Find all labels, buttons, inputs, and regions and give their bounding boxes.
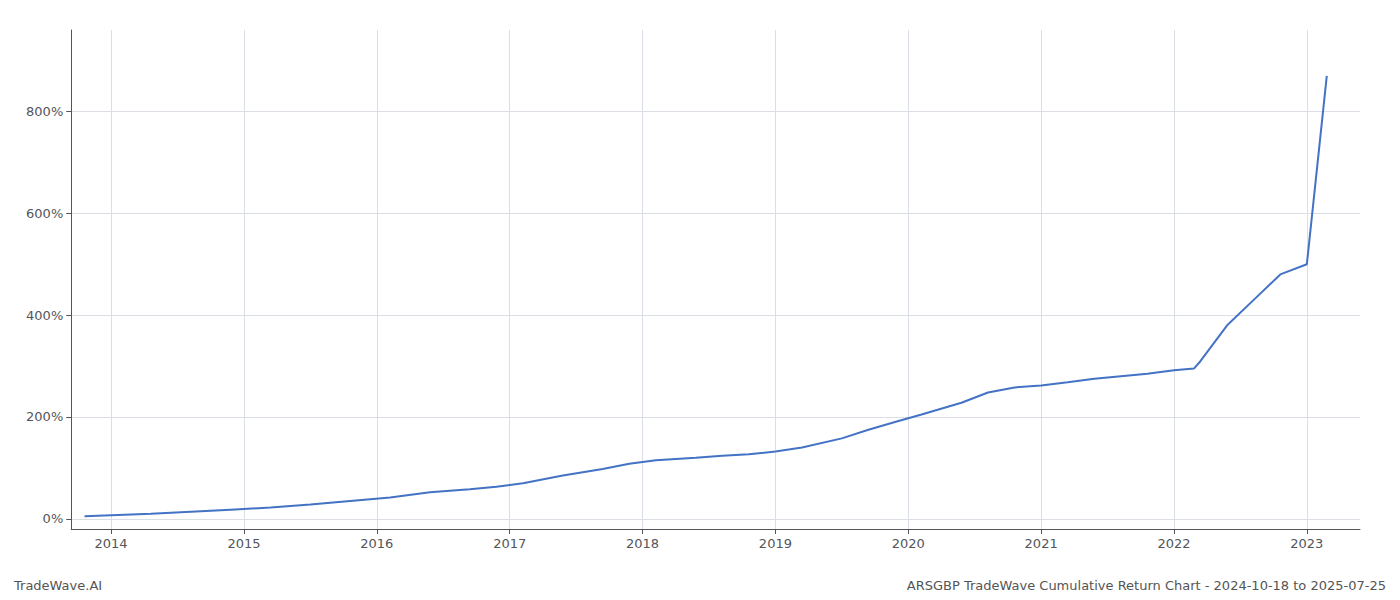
svg-text:800%: 800% (26, 104, 63, 119)
svg-text:600%: 600% (26, 206, 63, 221)
svg-text:400%: 400% (26, 308, 63, 323)
svg-text:200%: 200% (26, 409, 63, 424)
svg-text:2016: 2016 (360, 536, 393, 551)
svg-text:ARSGBP TradeWave Cumulative Re: ARSGBP TradeWave Cumulative Return Chart… (907, 578, 1386, 593)
svg-text:2021: 2021 (1025, 536, 1058, 551)
svg-text:2019: 2019 (759, 536, 792, 551)
svg-text:0%: 0% (43, 511, 64, 526)
svg-text:TradeWave.AI: TradeWave.AI (13, 578, 102, 593)
svg-text:2022: 2022 (1157, 536, 1190, 551)
svg-text:2017: 2017 (493, 536, 526, 551)
svg-text:2023: 2023 (1290, 536, 1323, 551)
svg-text:2018: 2018 (626, 536, 659, 551)
svg-text:2015: 2015 (227, 536, 260, 551)
svg-text:2014: 2014 (95, 536, 128, 551)
svg-text:2020: 2020 (892, 536, 925, 551)
